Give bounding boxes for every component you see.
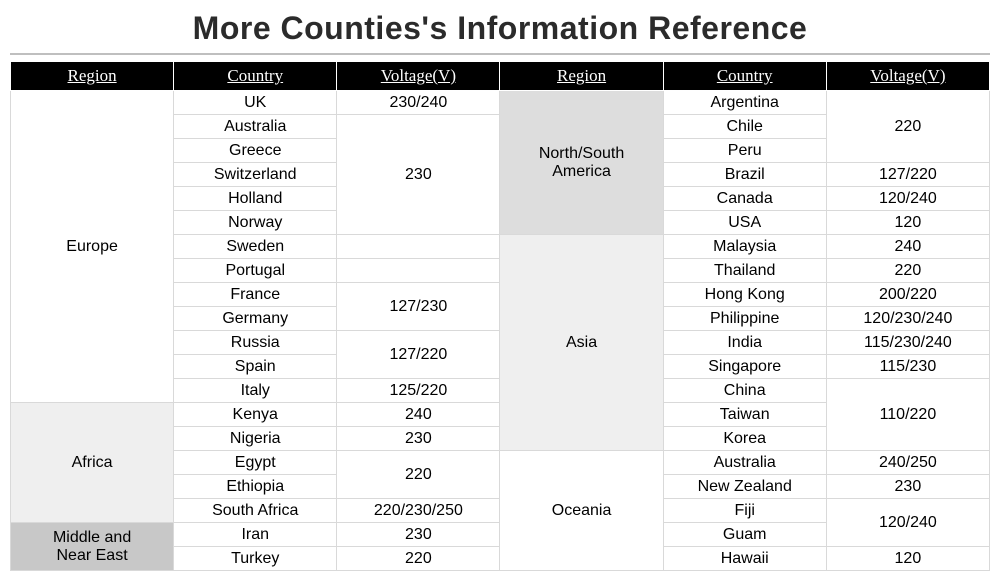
country-cell: Sweden	[174, 235, 337, 259]
country-cell: Thailand	[663, 259, 826, 283]
voltage-cell: 120	[826, 547, 989, 571]
region-cell: Middle andNear East	[11, 523, 174, 571]
country-cell: Philippine	[663, 307, 826, 331]
country-cell: India	[663, 331, 826, 355]
voltage-cell: 115/230	[826, 355, 989, 379]
region-cell: Oceania	[500, 451, 663, 571]
country-cell: Greece	[174, 139, 337, 163]
country-cell: Hong Kong	[663, 283, 826, 307]
voltage-cell: 220/230/250	[337, 499, 500, 523]
voltage-cell: 240	[337, 403, 500, 427]
voltage-cell: 127/220	[337, 331, 500, 379]
country-cell: Russia	[174, 331, 337, 355]
country-cell: Switzerland	[174, 163, 337, 187]
region-cell: Europe	[11, 91, 174, 403]
country-cell: South Africa	[174, 499, 337, 523]
page-title: More Counties's Information Reference	[0, 0, 1000, 53]
voltage-cell	[337, 235, 500, 259]
voltage-cell: 240	[826, 235, 989, 259]
country-cell: Kenya	[174, 403, 337, 427]
col-region-right: Region	[500, 62, 663, 91]
col-region-left: Region	[11, 62, 174, 91]
voltage-cell: 125/220	[337, 379, 500, 403]
country-cell: Portugal	[174, 259, 337, 283]
country-cell: Italy	[174, 379, 337, 403]
col-country-left: Country	[174, 62, 337, 91]
country-cell: Taiwan	[663, 403, 826, 427]
country-cell: Egypt	[174, 451, 337, 475]
country-cell: Norway	[174, 211, 337, 235]
voltage-table: Region Country Voltage(V) Region Country…	[10, 61, 990, 571]
country-cell: Argentina	[663, 91, 826, 115]
country-cell: Australia	[663, 451, 826, 475]
country-cell: Peru	[663, 139, 826, 163]
voltage-cell	[337, 259, 500, 283]
voltage-cell: 120/240	[826, 499, 989, 547]
country-cell: Malaysia	[663, 235, 826, 259]
region-cell: North/SouthAmerica	[500, 91, 663, 235]
col-voltage-left: Voltage(V)	[337, 62, 500, 91]
voltage-cell: 110/220	[826, 379, 989, 451]
voltage-cell: 120/230/240	[826, 307, 989, 331]
country-cell: Brazil	[663, 163, 826, 187]
voltage-cell: 230	[826, 475, 989, 499]
country-cell: Iran	[174, 523, 337, 547]
country-cell: Nigeria	[174, 427, 337, 451]
country-cell: France	[174, 283, 337, 307]
voltage-cell: 230	[337, 115, 500, 235]
country-cell: China	[663, 379, 826, 403]
region-cell: Asia	[500, 235, 663, 451]
region-cell: Africa	[11, 403, 174, 523]
country-cell: Holland	[174, 187, 337, 211]
voltage-cell: 220	[337, 547, 500, 571]
voltage-cell: 230/240	[337, 91, 500, 115]
country-cell: Fiji	[663, 499, 826, 523]
col-voltage-right: Voltage(V)	[826, 62, 989, 91]
voltage-cell: 115/230/240	[826, 331, 989, 355]
country-cell: Spain	[174, 355, 337, 379]
country-cell: Korea	[663, 427, 826, 451]
voltage-cell: 120/240	[826, 187, 989, 211]
table-row: EuropeUK230/240North/SouthAmericaArgenti…	[11, 91, 990, 115]
voltage-cell: 200/220	[826, 283, 989, 307]
country-cell: Chile	[663, 115, 826, 139]
country-cell: Ethiopia	[174, 475, 337, 499]
voltage-cell: 120	[826, 211, 989, 235]
country-cell: Hawaii	[663, 547, 826, 571]
country-cell: Turkey	[174, 547, 337, 571]
country-cell: Australia	[174, 115, 337, 139]
voltage-cell: 220	[337, 451, 500, 499]
country-cell: Germany	[174, 307, 337, 331]
voltage-cell: 240/250	[826, 451, 989, 475]
voltage-cell: 127/230	[337, 283, 500, 331]
col-country-right: Country	[663, 62, 826, 91]
table-header-row: Region Country Voltage(V) Region Country…	[11, 62, 990, 91]
country-cell: Singapore	[663, 355, 826, 379]
country-cell: USA	[663, 211, 826, 235]
voltage-cell: 230	[337, 427, 500, 451]
title-rule	[10, 53, 990, 55]
country-cell: UK	[174, 91, 337, 115]
country-cell: Guam	[663, 523, 826, 547]
voltage-cell: 230	[337, 523, 500, 547]
country-cell: Canada	[663, 187, 826, 211]
voltage-cell: 127/220	[826, 163, 989, 187]
voltage-cell: 220	[826, 259, 989, 283]
voltage-cell: 220	[826, 91, 989, 163]
country-cell: New Zealand	[663, 475, 826, 499]
